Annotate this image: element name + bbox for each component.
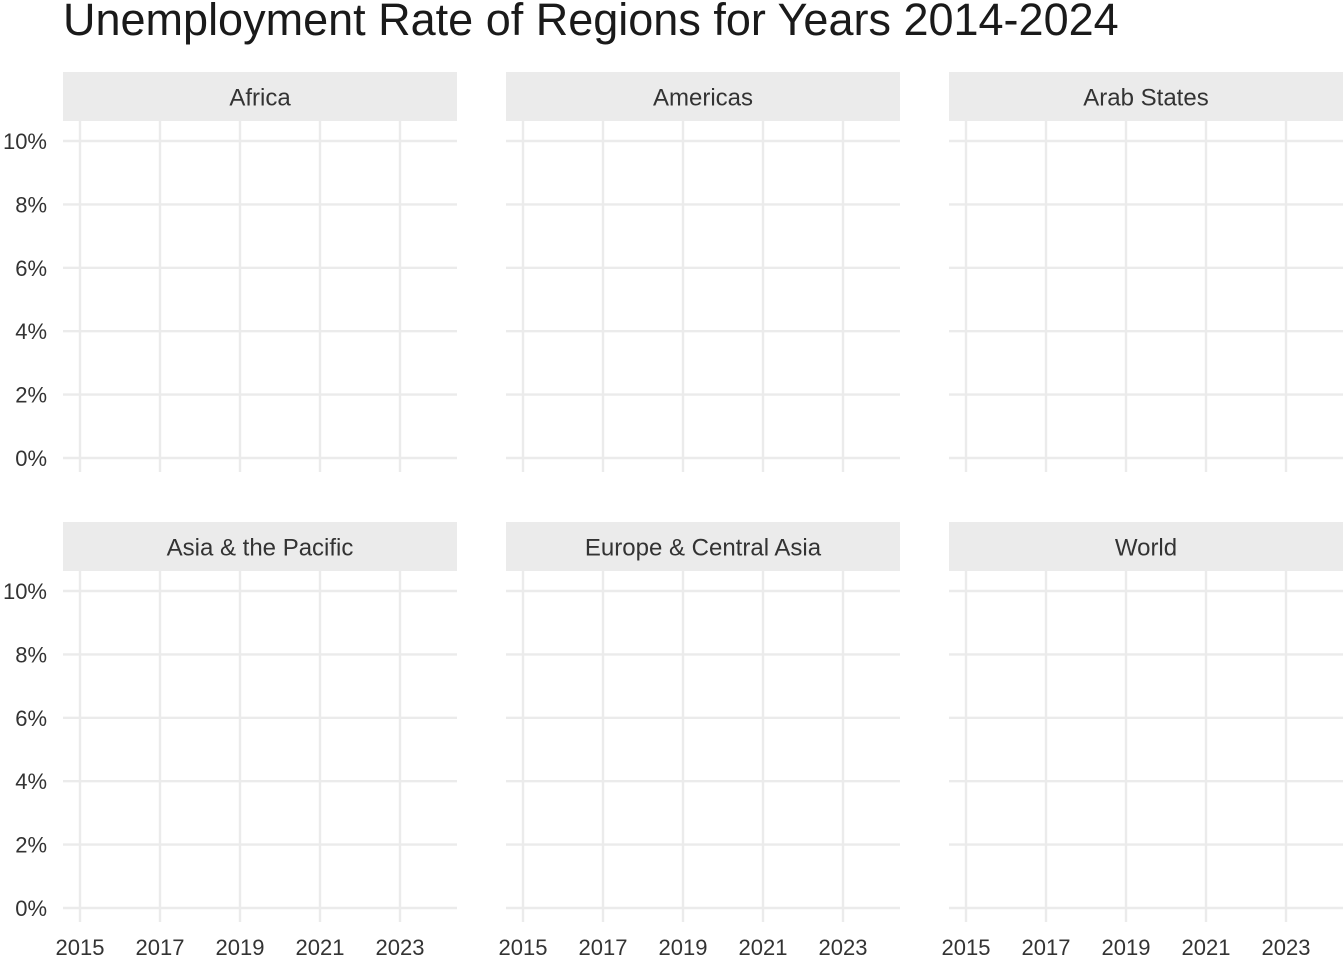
x-tick-label: 2023 bbox=[819, 935, 868, 960]
x-tick-label: 2015 bbox=[499, 935, 548, 960]
y-tick-label: 2% bbox=[15, 833, 47, 858]
x-tick-label: 2021 bbox=[739, 935, 788, 960]
x-tick-label: 2019 bbox=[659, 935, 708, 960]
facet-panel: Europe & Central Asia 2015 2017 2019 2021 202… bbox=[499, 522, 900, 960]
y-tick-label: 8% bbox=[15, 192, 47, 217]
facet-panel: Arab States bbox=[949, 72, 1343, 472]
x-tick-label: 2021 bbox=[296, 935, 345, 960]
facet-strip-label: Europe & Central Asia bbox=[585, 535, 822, 562]
x-tick-label: 2019 bbox=[1102, 935, 1151, 960]
y-tick-label: 0% bbox=[15, 896, 47, 921]
y-tick-label: 10% bbox=[3, 579, 47, 604]
facet-strip-label: Africa bbox=[229, 85, 291, 112]
y-tick-label: 4% bbox=[15, 769, 47, 794]
y-tick-label: 8% bbox=[15, 642, 47, 667]
y-tick-label: 6% bbox=[15, 706, 47, 731]
x-tick-label: 2021 bbox=[1182, 935, 1231, 960]
x-tick-label: 2023 bbox=[376, 935, 425, 960]
facet-panel: Americas bbox=[506, 72, 900, 472]
facet-strip bbox=[506, 72, 900, 121]
facet-strip bbox=[949, 522, 1343, 571]
y-tick-label: 10% bbox=[3, 129, 47, 154]
facet-strip-label: Arab States bbox=[1083, 85, 1208, 112]
y-tick-label: 4% bbox=[15, 319, 47, 344]
facet-strip bbox=[63, 72, 457, 121]
x-tick-label: 2019 bbox=[216, 935, 265, 960]
y-tick-label: 2% bbox=[15, 383, 47, 408]
facet-panel: Africa 0% 2% 4% 6% 8% 10% bbox=[3, 72, 457, 472]
x-tick-label: 2015 bbox=[942, 935, 991, 960]
facet-strip-label: Americas bbox=[653, 85, 753, 112]
x-tick-label: 2017 bbox=[579, 935, 628, 960]
facet-strip-label: World bbox=[1115, 535, 1177, 562]
facet-strip bbox=[63, 522, 457, 571]
chart-title: Unemployment Rate of Regions for Years 2… bbox=[63, 0, 1119, 45]
facet-panel: Asia & the Pacific 0% 2% 4% 6% 8% 10% 2015 2017 2… bbox=[3, 522, 457, 960]
y-tick-label: 6% bbox=[15, 256, 47, 281]
y-tick-label: 0% bbox=[15, 446, 47, 471]
facet-strip bbox=[506, 522, 900, 571]
facet-strip bbox=[949, 72, 1343, 121]
facet-panel: World 2015 2017 2019 2021 2023 bbox=[942, 522, 1343, 960]
x-tick-label: 2023 bbox=[1262, 935, 1311, 960]
x-tick-label: 2015 bbox=[56, 935, 105, 960]
facet-strip-label: Asia & the Pacific bbox=[167, 535, 354, 562]
x-tick-label: 2017 bbox=[1022, 935, 1071, 960]
x-tick-label: 2017 bbox=[136, 935, 185, 960]
